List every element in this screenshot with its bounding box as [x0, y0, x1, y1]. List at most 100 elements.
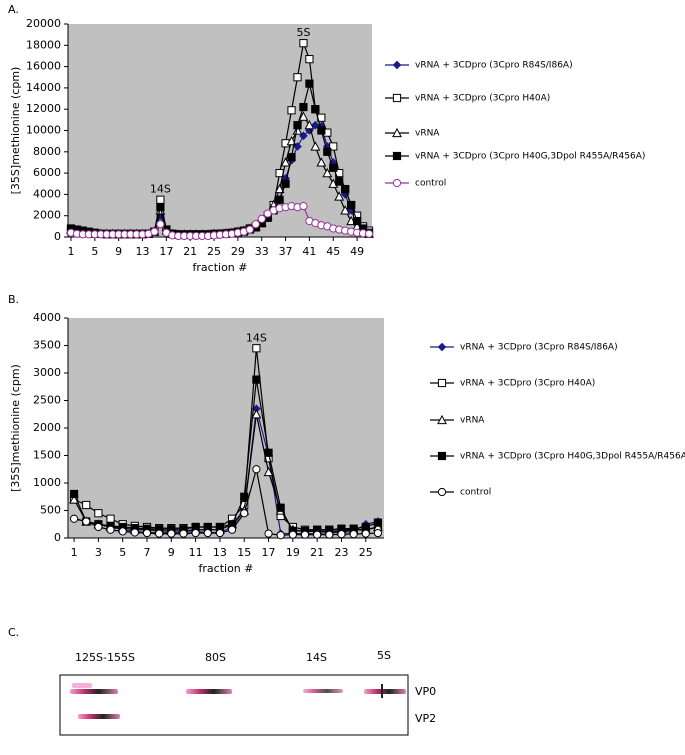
marker [364, 229, 374, 238]
marker [325, 530, 334, 539]
marker [245, 225, 254, 234]
legend-label: vRNA + 3CDpro (3Cpro H40A) [415, 94, 550, 104]
marker [215, 528, 225, 538]
marker [281, 179, 290, 188]
x-tick-label: 11 [189, 546, 203, 559]
y-tick-label: 1000 [33, 476, 61, 489]
x-tick-label: 17 [262, 546, 276, 559]
marker [288, 530, 297, 539]
marker [292, 125, 303, 135]
y-tick-label: 2000 [33, 209, 61, 222]
x-tick-label: 19 [286, 546, 300, 559]
marker [341, 184, 350, 194]
marker [276, 531, 285, 540]
marker [323, 147, 332, 156]
band-label: VP0 [415, 685, 436, 698]
legend-label: control [460, 488, 491, 498]
marker [349, 530, 358, 539]
marker [305, 126, 314, 135]
marker [227, 525, 237, 534]
legend-marker [437, 487, 447, 497]
gel-frame [59, 674, 409, 736]
y-tick-label: 14000 [26, 81, 61, 94]
lane-label: 14S [306, 651, 327, 664]
lane-label: 125S-155S [75, 651, 135, 664]
y-tick-label: 4000 [33, 187, 61, 200]
legend-label: vRNA + 3CDpro (3Cpro R84S/I86A) [415, 61, 573, 71]
legend-marker [437, 451, 447, 461]
marker [130, 528, 139, 537]
marker [106, 525, 115, 534]
marker [240, 509, 249, 518]
marker [142, 528, 152, 538]
legend-marker [437, 414, 447, 425]
marker [257, 214, 266, 223]
y-tick-label: 2500 [33, 394, 61, 407]
x-axis-label: fraction # [193, 261, 248, 274]
marker [322, 167, 333, 178]
legend-marker [392, 60, 402, 70]
y-axis-label: [35S]methionine (cpm) [9, 67, 22, 195]
panel-label: A. [8, 3, 19, 16]
y-axis-label: [35S]methionine (cpm) [9, 364, 22, 492]
x-tick-label: 3 [95, 546, 102, 559]
legend-marker [392, 151, 402, 161]
marker [203, 528, 212, 538]
marker [299, 102, 308, 112]
x-tick-label: 7 [144, 546, 151, 559]
x-tick-label: 9 [168, 546, 175, 559]
marker [94, 509, 103, 518]
legend-label: vRNA + 3CDpro (3Cpro R84S/I86A) [460, 343, 618, 353]
marker [305, 55, 314, 64]
marker [329, 163, 338, 172]
marker [340, 205, 351, 215]
marker [334, 191, 345, 201]
x-tick-label: 23 [334, 546, 348, 559]
panel-label: C. [8, 626, 19, 639]
marker [179, 529, 188, 538]
y-tick-label: 3500 [33, 339, 61, 352]
y-tick-label: 20000 [26, 17, 61, 30]
marker [317, 126, 326, 135]
y-tick-label: 0 [54, 531, 61, 544]
gel-bands [70, 683, 406, 719]
marker [240, 492, 249, 501]
lane-label: 80S [205, 651, 226, 664]
x-tick-label: 45 [326, 245, 340, 258]
marker [82, 500, 91, 510]
marker [156, 195, 165, 204]
marker [274, 183, 285, 194]
marker [352, 216, 362, 226]
marker [329, 142, 338, 151]
marker [286, 135, 297, 146]
y-tick-label: 16000 [26, 60, 61, 73]
marker [276, 503, 285, 512]
x-tick-label: 25 [359, 546, 373, 559]
marker [82, 517, 91, 526]
marker [69, 489, 79, 499]
marker [69, 514, 79, 523]
marker [251, 220, 260, 229]
x-tick-label: 49 [350, 245, 364, 258]
panel-label: B. [8, 293, 19, 306]
legend-label: vRNA + 3CDpro (3Cpro H40G,3Dpol R455A/R4… [460, 452, 685, 462]
marker [287, 153, 296, 162]
y-tick-label: 500 [40, 504, 61, 517]
legend-marker [392, 127, 402, 138]
marker [264, 448, 273, 457]
marker [299, 202, 308, 211]
marker [298, 111, 309, 121]
marker [150, 227, 159, 236]
x-tick-label: 13 [136, 245, 150, 258]
marker [252, 344, 261, 353]
band-label: VP2 [415, 712, 436, 725]
marker [305, 79, 314, 88]
marker [106, 514, 115, 523]
legend-marker [392, 93, 402, 103]
lane-label: 5S [377, 649, 391, 662]
marker [293, 73, 302, 82]
marker [280, 157, 291, 167]
y-tick-label: 12000 [26, 102, 61, 115]
x-tick-label: 25 [207, 245, 221, 258]
